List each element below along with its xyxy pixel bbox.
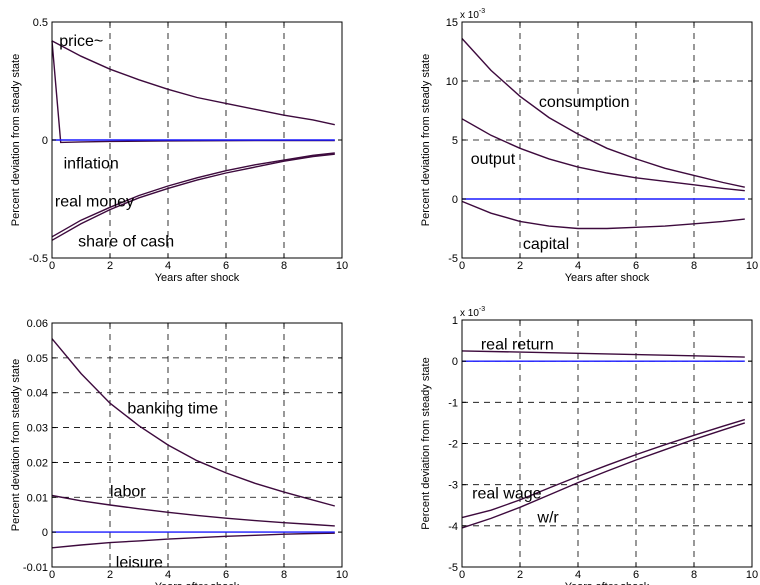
annotation-share-of-cash: share of cash [78, 233, 174, 250]
axis-exponent-label: x 10-3 [460, 306, 485, 319]
x-tick-label: 0 [49, 569, 55, 581]
y-axis-label: Percent deviation from steady state [10, 54, 22, 226]
y-tick-label: 15 [446, 17, 458, 29]
series-line-real-wage [461, 418, 746, 519]
axis-exponent-label: x 10-3 [460, 8, 485, 21]
y-tick-label: -1 [448, 397, 458, 409]
series-line-real-return [461, 350, 745, 358]
series-line-w-r [461, 422, 746, 529]
annotation-output: output [471, 151, 516, 168]
annotation-banking-time: banking time [127, 400, 218, 417]
y-axis-label: Percent deviation from steady state [420, 54, 432, 226]
x-axis-label: Years after shock [155, 581, 240, 585]
x-tick-label: 10 [746, 260, 758, 272]
x-tick-label: 8 [691, 569, 697, 581]
series-line-2 [51, 40, 335, 144]
x-tick-label: 10 [336, 569, 348, 581]
x-tick-label: 6 [223, 569, 229, 581]
y-tick-label: 0.02 [27, 457, 48, 469]
annotation-consumption: consumption [539, 94, 630, 111]
y-tick-label: -3 [448, 480, 458, 492]
x-tick-label: 8 [691, 260, 697, 272]
y-tick-label: 5 [452, 135, 458, 147]
annotation-inflation: inflation [64, 156, 119, 173]
series-line-1 [51, 40, 335, 126]
y-tick-label: 0 [452, 194, 458, 206]
x-tick-label: 4 [165, 260, 171, 272]
series-line-banking-time [51, 338, 335, 507]
y-tick-label: 0.01 [27, 492, 48, 504]
y-axis-label: Percent deviation from steady state [10, 359, 22, 531]
series-line-capital [461, 200, 745, 230]
x-tick-label: 8 [281, 260, 287, 272]
x-tick-label: 2 [107, 260, 113, 272]
panel-3: 0246810-0.0100.010.020.030.040.050.06Yea… [10, 318, 348, 585]
x-tick-label: 6 [633, 260, 639, 272]
panel-4: 0 2 4 6 8 10 -5 -4 -3 -2 -1 0 1x 10-3 Years after sho… [420, 306, 758, 585]
y-tick-label: -2 [448, 439, 458, 451]
series-line-leisure [51, 532, 335, 549]
x-axis-label: Years after shock [155, 272, 240, 284]
y-tick-label: -4 [448, 521, 458, 533]
x-tick-label: 0 [49, 260, 55, 272]
series-line-output [461, 118, 745, 192]
y-tick-label: 0 [42, 135, 48, 147]
x-tick-label: 6 [633, 569, 639, 581]
annotation-labor: labor [110, 484, 146, 501]
x-tick-label: 10 [746, 569, 758, 581]
x-axis-label: Years after shock [565, 581, 650, 585]
y-tick-label: 0.04 [27, 388, 48, 400]
annotation-leisure: leisure [116, 554, 163, 571]
y-tick-label: -0.5 [29, 253, 48, 265]
y-tick-label: 0 [42, 527, 48, 539]
x-tick-label: 2 [517, 569, 523, 581]
x-tick-label: 4 [575, 260, 581, 272]
y-tick-label: 0.5 [33, 17, 48, 29]
x-tick-label: 4 [165, 569, 171, 581]
x-tick-label: 8 [281, 569, 287, 581]
annotation-price: price~ [59, 33, 103, 50]
series-line-4 [51, 153, 335, 241]
x-tick-label: 0 [459, 569, 465, 581]
y-tick-label: -5 [448, 253, 458, 265]
y-tick-label: 0.05 [27, 353, 48, 365]
x-tick-label: 2 [517, 260, 523, 272]
annotation-capital: capital [523, 236, 569, 253]
x-tick-label: 6 [223, 260, 229, 272]
x-tick-label: 4 [575, 569, 581, 581]
axes-frame [51, 322, 343, 568]
y-tick-label: 0.06 [27, 318, 48, 330]
series-line-consumption [461, 38, 745, 188]
annotation-real-wage: real wage [472, 486, 541, 503]
annotation-w-r: w/r [536, 510, 559, 527]
y-tick-label: 1 [452, 315, 458, 327]
annotation-real-money: real money [55, 193, 134, 210]
y-tick-label: -5 [448, 562, 458, 574]
x-tick-label: 10 [336, 260, 348, 272]
annotation-real-return: real return [481, 337, 554, 354]
y-tick-label: 0 [452, 356, 458, 368]
y-tick-label: 10 [446, 76, 458, 88]
y-tick-label: 0.03 [27, 423, 48, 435]
x-tick-label: 2 [107, 569, 113, 581]
x-tick-label: 0 [459, 260, 465, 272]
y-axis-label: Percent deviation from steady state [420, 357, 432, 529]
series-line-labor [51, 494, 335, 527]
x-axis-label: Years after shock [565, 272, 650, 284]
y-tick-label: -0.01 [23, 562, 48, 574]
series-line-3 [51, 152, 335, 238]
